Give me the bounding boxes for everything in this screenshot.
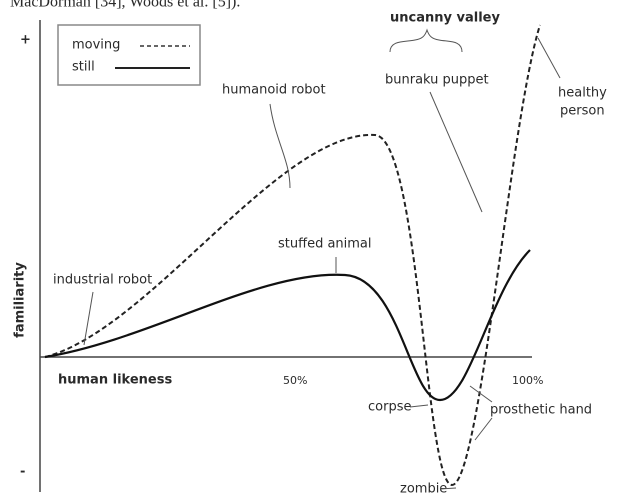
industrial-robot-label: industrial robot xyxy=(53,273,152,288)
y-minus: - xyxy=(20,465,25,480)
leader-line xyxy=(469,385,493,403)
x-mid-label: 50% xyxy=(283,374,307,387)
legend-still: still xyxy=(72,60,95,75)
humanoid-robot-label: humanoid robot xyxy=(222,83,326,98)
bunraku-puppet-label: bunraku puppet xyxy=(385,73,489,88)
healthy-person-label: person xyxy=(560,104,605,119)
still-curve xyxy=(44,249,531,402)
x-end-label: 100% xyxy=(512,374,543,387)
leader-line xyxy=(409,404,429,408)
moving-curve xyxy=(44,24,541,487)
x-axis-label: human likeness xyxy=(58,373,172,388)
y-axis-label: familiarity xyxy=(13,262,28,338)
leader-line xyxy=(537,37,561,79)
prosthetic-hand-label: prosthetic hand xyxy=(490,403,592,418)
uncanny-valley-label: uncanny valley xyxy=(390,11,500,26)
legend-moving: moving xyxy=(72,38,120,53)
corpse-label: corpse xyxy=(368,400,411,415)
legend-box xyxy=(57,24,201,86)
y-plus: + xyxy=(20,33,31,48)
brace xyxy=(389,28,463,53)
leader-line xyxy=(439,487,457,490)
leader-line xyxy=(269,103,291,189)
leader-line xyxy=(83,291,94,346)
stuffed-animal-label: stuffed animal xyxy=(278,237,372,252)
healthy-person-label: healthy xyxy=(558,86,607,101)
leader-line xyxy=(429,91,483,213)
leader-line xyxy=(474,417,493,441)
zombie-label: zombie xyxy=(400,482,447,497)
caption-fragment: MacDorman [34], Woods et al. [5]). xyxy=(10,0,240,11)
